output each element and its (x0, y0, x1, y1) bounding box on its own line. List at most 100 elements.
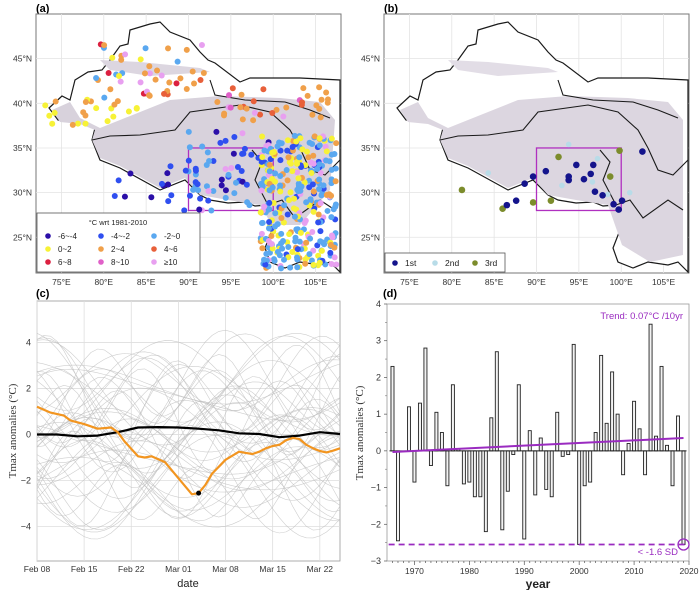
panel-b-land (396, 21, 689, 274)
station-dot (148, 194, 155, 201)
station-dot (196, 206, 203, 213)
station-dot (278, 265, 285, 272)
bar-1984 (489, 417, 494, 452)
station-dot (310, 261, 317, 268)
station-dot (272, 210, 279, 217)
panel-d-ylabel: Tmax anomalies (°C) (354, 385, 366, 480)
station-dot (234, 164, 241, 171)
legend-swatch (98, 233, 104, 239)
station-dot (243, 105, 250, 112)
station-dot (194, 181, 201, 188)
station-dot (310, 188, 317, 195)
legend-swatch (45, 246, 51, 252)
bar-1997 (560, 450, 565, 457)
bar-1988 (511, 450, 516, 455)
panel-d-bar-chart: (d) 1970 1980 1990 2000 2010 2020 4 3 2 1 0 −1 −2 −3… (354, 288, 699, 590)
station-dot (328, 261, 335, 268)
ensemble-line (36, 407, 341, 453)
rank-2nd-dot (604, 191, 611, 198)
station-dot (277, 188, 284, 195)
rank-1st-dot (599, 192, 606, 199)
station-dot (314, 242, 321, 249)
legend-entry-label: 6~8 (58, 258, 72, 267)
station-dot (289, 168, 296, 175)
station-dot (277, 173, 284, 180)
station-dot (284, 137, 291, 144)
panel-a-land (48, 21, 341, 274)
station-dot (80, 109, 87, 116)
station-dot (183, 86, 190, 93)
station-dot (190, 186, 197, 193)
station-dot (293, 254, 300, 261)
bar-1967 (396, 450, 400, 542)
ensemble-line (36, 428, 341, 540)
station-dot (174, 58, 181, 65)
station-dot (316, 105, 323, 112)
station-dot (186, 144, 193, 151)
station-dot (218, 176, 225, 183)
station-dot (154, 67, 161, 74)
station-dot (221, 110, 228, 117)
panel-b-legend: 1st 2nd 3rd (384, 252, 506, 273)
station-dot (105, 70, 112, 77)
station-dot (314, 166, 321, 173)
x-tick-label: 85°E (485, 277, 504, 287)
x-tick-label: Feb 22 (118, 564, 145, 574)
panel-a-y-ticks: 45°N 40°N 35°N 30°N 25°N (13, 54, 32, 243)
bar-1989 (516, 384, 521, 452)
ensemble-line (36, 366, 341, 463)
bar-2013 (648, 323, 653, 452)
rank-1st-dot (580, 175, 588, 183)
station-dot (310, 208, 317, 215)
rank-1st-dot (512, 197, 520, 204)
station-dot (82, 120, 89, 127)
highlight-circle (677, 538, 690, 551)
station-dot (303, 239, 310, 246)
station-dot (281, 256, 288, 263)
panel-b-study-box (535, 147, 622, 212)
rank-3rd-dot (458, 186, 466, 194)
station-dot (197, 76, 204, 83)
station-dot (164, 170, 171, 177)
ensemble-line (36, 430, 341, 528)
y-tick-label: 35°N (361, 143, 380, 153)
station-dot (294, 186, 301, 193)
y-tick-label: −1 (371, 483, 381, 493)
station-dot (284, 211, 291, 218)
station-dot (285, 154, 292, 161)
station-dot (230, 150, 237, 157)
station-dot (322, 143, 329, 150)
x-tick-label: Mar 08 (212, 564, 239, 574)
station-dot (101, 94, 108, 101)
station-dot (304, 92, 311, 99)
station-dot (51, 109, 58, 116)
station-dot (291, 195, 298, 202)
legend-entry-label: 1st (405, 258, 417, 268)
y-tick-label: 2 (376, 372, 381, 382)
station-dot (316, 161, 323, 168)
rank-1st-dot (615, 206, 622, 213)
station-dot (168, 192, 175, 199)
station-dot (332, 178, 339, 185)
bar-1981 (472, 450, 477, 498)
y-tick-label: −2 (21, 475, 31, 485)
rank-2nd-dot (565, 141, 572, 148)
panel-a-label: (a) (36, 3, 50, 15)
station-dot (329, 234, 336, 241)
station-dot (248, 151, 255, 158)
station-dot (257, 209, 264, 216)
panel-d-annotations (388, 437, 690, 551)
station-dot (222, 187, 229, 194)
ensemble-line (36, 340, 341, 435)
station-dot (167, 163, 174, 170)
bar-1987 (505, 450, 510, 492)
station-dot (289, 248, 296, 255)
bar-1998 (566, 450, 571, 455)
station-dot (74, 120, 81, 127)
panel-a-station-dots (42, 41, 340, 272)
rank-1st-dot (618, 197, 626, 204)
station-dot (185, 128, 192, 135)
station-dot (205, 197, 212, 204)
y-tick-label: 30°N (13, 188, 32, 198)
station-dot (189, 68, 196, 75)
